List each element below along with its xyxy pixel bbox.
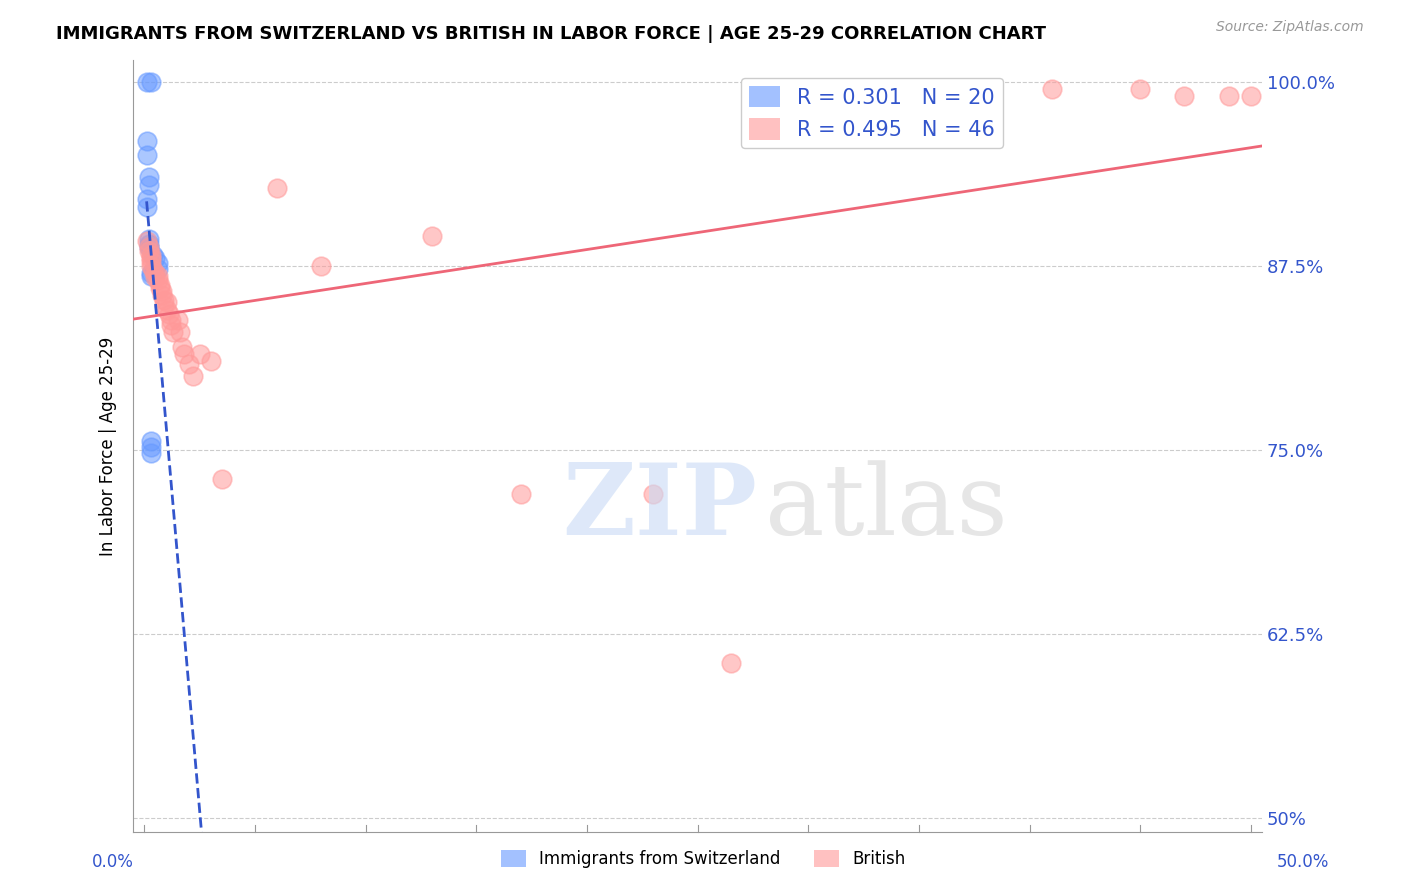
Point (1040, 82, 1063, 96)
Point (138, 236, 160, 251)
Point (138, 178, 160, 192)
Point (135, 134, 157, 148)
Point (139, 268, 162, 283)
Point (139, 254, 162, 268)
Point (138, 170, 160, 185)
Point (145, 266, 167, 280)
Point (139, 259, 162, 273)
Point (166, 313, 188, 327)
Y-axis label: In Labor Force | Age 25-29: In Labor Force | Age 25-29 (100, 336, 117, 556)
Point (135, 193, 157, 207)
Point (135, 148, 157, 162)
Point (139, 440, 162, 454)
Text: IMMIGRANTS FROM SWITZERLAND VS BRITISH IN LABOR FORCE | AGE 25-29 CORRELATION CH: IMMIGRANTS FROM SWITZERLAND VS BRITISH I… (56, 25, 1046, 43)
Point (1218, 89, 1240, 103)
Point (170, 340, 193, 354)
Point (177, 357, 200, 371)
Point (139, 445, 162, 459)
Point (797, 112, 820, 126)
Point (155, 295, 177, 310)
Point (138, 239, 160, 253)
Legend: R = 0.301   N = 20, R = 0.495   N = 46: R = 0.301 N = 20, R = 0.495 N = 46 (741, 78, 1004, 148)
Point (200, 354, 222, 368)
Point (181, 369, 204, 384)
Text: Source: ZipAtlas.com: Source: ZipAtlas.com (1216, 20, 1364, 34)
Point (157, 307, 180, 321)
Point (139, 252, 162, 266)
Point (146, 268, 169, 283)
Point (139, 75, 162, 89)
Point (173, 347, 195, 361)
Point (149, 281, 172, 295)
Text: ZIP: ZIP (562, 459, 756, 557)
Point (149, 277, 172, 292)
Point (1240, 89, 1263, 103)
Point (146, 261, 169, 276)
Point (160, 318, 183, 332)
Point (311, 259, 333, 273)
Point (420, 229, 443, 244)
Point (145, 252, 167, 266)
Point (169, 325, 191, 339)
Point (135, 200, 157, 214)
Point (138, 244, 160, 258)
Point (138, 239, 160, 253)
Point (643, 487, 665, 501)
Point (160, 313, 183, 327)
Point (162, 325, 184, 339)
Point (142, 263, 165, 277)
Point (145, 270, 167, 285)
Point (138, 232, 160, 246)
Point (509, 487, 531, 501)
Point (211, 472, 233, 486)
Text: atlas: atlas (765, 460, 1008, 556)
Text: 0.0%: 0.0% (91, 853, 134, 871)
Point (139, 248, 162, 262)
Point (139, 434, 162, 448)
Point (153, 293, 176, 307)
Point (153, 298, 176, 312)
Point (142, 248, 165, 262)
Point (139, 266, 162, 280)
Point (150, 288, 173, 302)
Point (952, 104, 974, 119)
Point (150, 284, 173, 298)
Text: 50.0%: 50.0% (1277, 853, 1329, 871)
Point (720, 656, 742, 670)
Point (155, 302, 177, 317)
Point (146, 256, 169, 270)
Point (1129, 82, 1152, 96)
Point (188, 347, 211, 361)
Legend: Immigrants from Switzerland, British: Immigrants from Switzerland, British (494, 843, 912, 875)
Point (146, 273, 169, 287)
Point (135, 75, 157, 89)
Point (266, 180, 288, 194)
Point (135, 234, 157, 248)
Point (1173, 89, 1195, 103)
